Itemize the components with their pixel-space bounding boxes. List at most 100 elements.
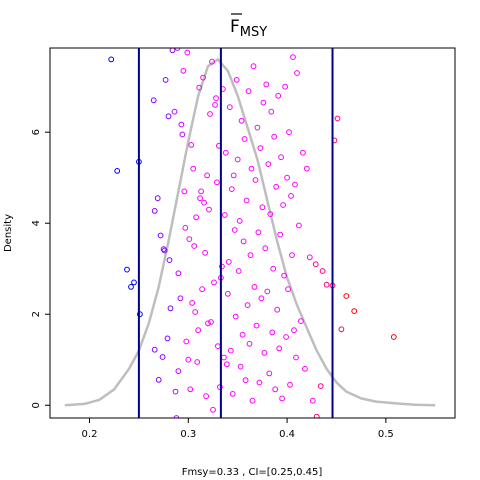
data-point (258, 295, 265, 302)
data-point (193, 214, 200, 221)
data-point (260, 99, 267, 106)
data-point (282, 83, 289, 90)
data-point (285, 286, 292, 293)
data-point (290, 54, 296, 60)
data-point (247, 252, 254, 259)
data-point (255, 229, 262, 236)
data-point (204, 172, 211, 179)
data-point (246, 340, 253, 347)
density-curve (64, 57, 436, 407)
data-point (166, 257, 173, 264)
data-point (278, 154, 285, 161)
data-point (267, 211, 274, 218)
data-point (275, 92, 282, 99)
data-point (227, 347, 234, 354)
x-tick-label: 0.3 (180, 429, 196, 440)
data-point (269, 329, 276, 336)
data-point (212, 102, 218, 108)
data-point (296, 222, 302, 229)
data-point (128, 284, 134, 290)
plot-inner (64, 48, 436, 418)
chart-title: FMSY (230, 17, 267, 40)
y-tick-label: 6 (31, 129, 42, 135)
data-point (205, 320, 211, 327)
data-point (151, 346, 158, 353)
data-point (312, 261, 319, 268)
data-point (245, 88, 252, 95)
data-point (189, 300, 196, 306)
data-point (160, 246, 167, 253)
data-point (244, 302, 251, 309)
data-point (286, 129, 292, 136)
data-point (200, 74, 207, 81)
data-point (165, 113, 172, 120)
data-point (182, 224, 189, 231)
data-point (124, 266, 130, 273)
data-point (271, 133, 278, 140)
data-point (114, 168, 121, 174)
data-point (239, 331, 246, 338)
data-point (250, 63, 257, 70)
data-point (317, 383, 324, 390)
data-point (190, 165, 197, 172)
data-point (249, 397, 256, 404)
data-point (185, 356, 192, 363)
data-point (164, 335, 171, 342)
data-point (279, 395, 286, 402)
data-point (319, 268, 326, 274)
data-point (188, 142, 195, 148)
data-point (221, 212, 228, 218)
data-point (302, 365, 308, 372)
data-point (221, 354, 227, 361)
data-point (225, 259, 232, 265)
data-point (206, 206, 212, 213)
data-point (338, 326, 345, 333)
data-point (254, 124, 261, 131)
data-point (263, 81, 270, 88)
data-point (232, 313, 239, 320)
data-point (179, 131, 186, 138)
data-point (215, 343, 221, 350)
data-point (274, 306, 281, 313)
data-point (219, 263, 225, 270)
data-point (226, 104, 233, 111)
data-point (162, 77, 169, 83)
data-point (151, 208, 158, 214)
data-point (231, 227, 238, 233)
data-point (241, 136, 248, 142)
data-point (294, 70, 300, 76)
data-point (270, 265, 277, 272)
data-point (323, 281, 330, 288)
data-point (197, 195, 204, 202)
data-point (228, 186, 235, 193)
data-point (293, 354, 299, 361)
data-point (108, 56, 115, 63)
data-point (203, 393, 210, 400)
data-point (243, 197, 250, 204)
data-point (273, 183, 280, 190)
data-point (177, 295, 184, 302)
data-point (266, 370, 273, 377)
data-point (300, 149, 306, 156)
data-point (172, 388, 179, 395)
data-point (265, 161, 272, 168)
data-point (272, 386, 279, 393)
data-point (257, 145, 264, 152)
data-point (202, 249, 209, 256)
data-point (150, 97, 157, 104)
data-point (213, 95, 219, 101)
data-point (169, 48, 176, 54)
data-point (229, 391, 236, 397)
data-point (173, 415, 180, 418)
data-point (235, 268, 242, 274)
data-point (199, 286, 206, 293)
data-point (224, 290, 231, 297)
data-point (287, 381, 293, 388)
data-point (343, 293, 350, 299)
data-point (289, 252, 295, 259)
data-point (276, 345, 283, 352)
data-point (284, 174, 291, 181)
data-point (238, 117, 245, 124)
y-tick-label: 2 (31, 311, 42, 317)
data-point (351, 308, 358, 315)
